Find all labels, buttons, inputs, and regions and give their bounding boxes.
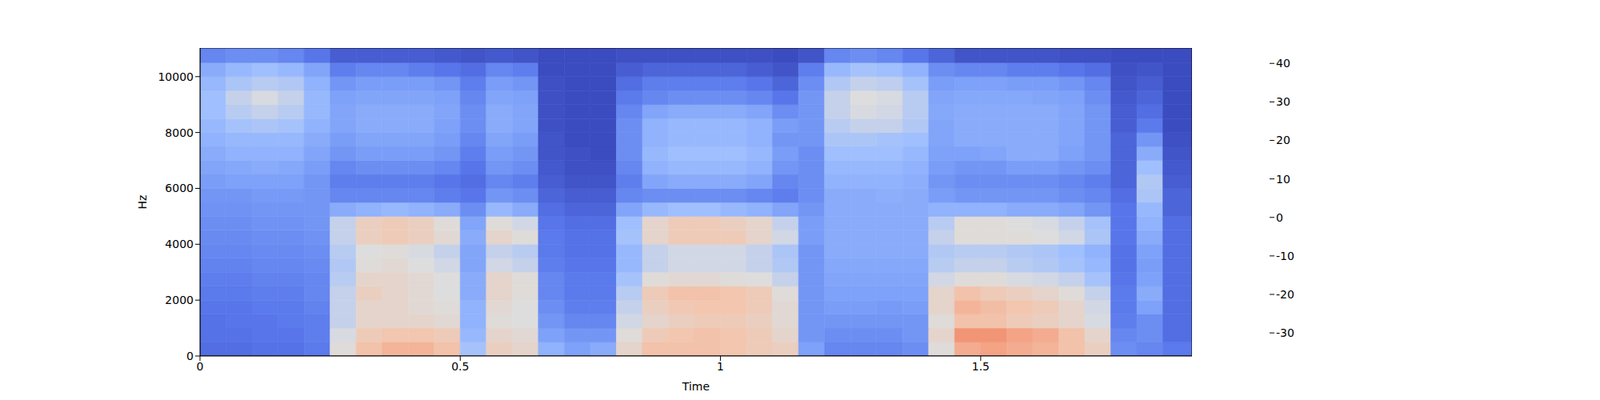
svg-text:1.5: 1.5 — [972, 360, 990, 373]
svg-text:-20: -20 — [1276, 288, 1295, 301]
svg-text:0: 0 — [1276, 211, 1284, 224]
svg-text:6000: 6000 — [164, 181, 194, 195]
svg-text:10000: 10000 — [157, 70, 194, 84]
svg-text:-10: -10 — [1276, 249, 1295, 263]
svg-text:Time: Time — [681, 380, 710, 393]
svg-text:2000: 2000 — [164, 293, 194, 307]
svg-text:40: 40 — [1276, 56, 1291, 70]
svg-text:10: 10 — [1276, 172, 1291, 186]
svg-text:4000: 4000 — [164, 237, 194, 251]
svg-text:-30: -30 — [1276, 326, 1295, 340]
svg-text:20: 20 — [1276, 133, 1291, 147]
svg-text:0.5: 0.5 — [451, 360, 469, 373]
svg-text:1: 1 — [716, 360, 724, 373]
svg-text:8000: 8000 — [164, 126, 194, 140]
svg-text:0: 0 — [196, 360, 204, 373]
svg-text:0: 0 — [186, 349, 194, 363]
svg-text:30: 30 — [1276, 95, 1291, 108]
svg-text:Hz: Hz — [136, 195, 149, 210]
